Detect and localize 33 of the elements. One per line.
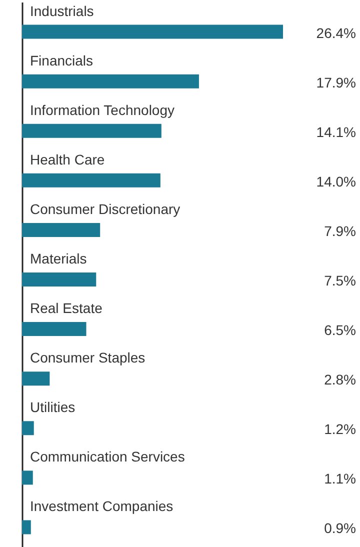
data-label: 0.9% xyxy=(324,520,356,536)
data-label: 7.5% xyxy=(324,272,356,288)
data-label: 17.9% xyxy=(316,74,356,90)
y-tick-label: Real Estate xyxy=(30,300,103,316)
data-label: 26.4% xyxy=(316,24,356,41)
y-tick-label: Consumer Staples xyxy=(30,350,146,366)
y-tick-label: Consumer Discretionary xyxy=(30,200,180,217)
y-tick-label: Utilities xyxy=(30,399,76,416)
data-label: 14.0% xyxy=(316,173,356,190)
y-tick-label: Health Care xyxy=(30,151,105,168)
bar xyxy=(22,24,283,39)
y-tick-label: Communication Services xyxy=(30,448,185,465)
data-label: 7.9% xyxy=(324,222,356,239)
bar xyxy=(22,272,96,286)
bar xyxy=(22,173,160,188)
bar xyxy=(22,74,199,88)
data-label: 6.5% xyxy=(324,322,356,338)
bar xyxy=(22,222,100,237)
data-label: 1.2% xyxy=(324,421,356,438)
y-tick-label: Investment Companies xyxy=(30,498,174,514)
bar xyxy=(22,520,31,534)
y-tick-label: Information Technology xyxy=(30,102,174,118)
y-tick-label: Materials xyxy=(30,250,87,266)
data-label: 1.1% xyxy=(324,470,356,487)
bar xyxy=(22,372,50,386)
bar xyxy=(22,124,162,138)
bar xyxy=(22,421,34,436)
bar xyxy=(22,322,86,336)
y-tick-label: Financials xyxy=(30,52,94,68)
data-label: 14.1% xyxy=(316,124,356,140)
bar xyxy=(22,470,33,485)
y-tick-label: Industrials xyxy=(30,2,94,19)
data-label: 2.8% xyxy=(324,372,356,388)
